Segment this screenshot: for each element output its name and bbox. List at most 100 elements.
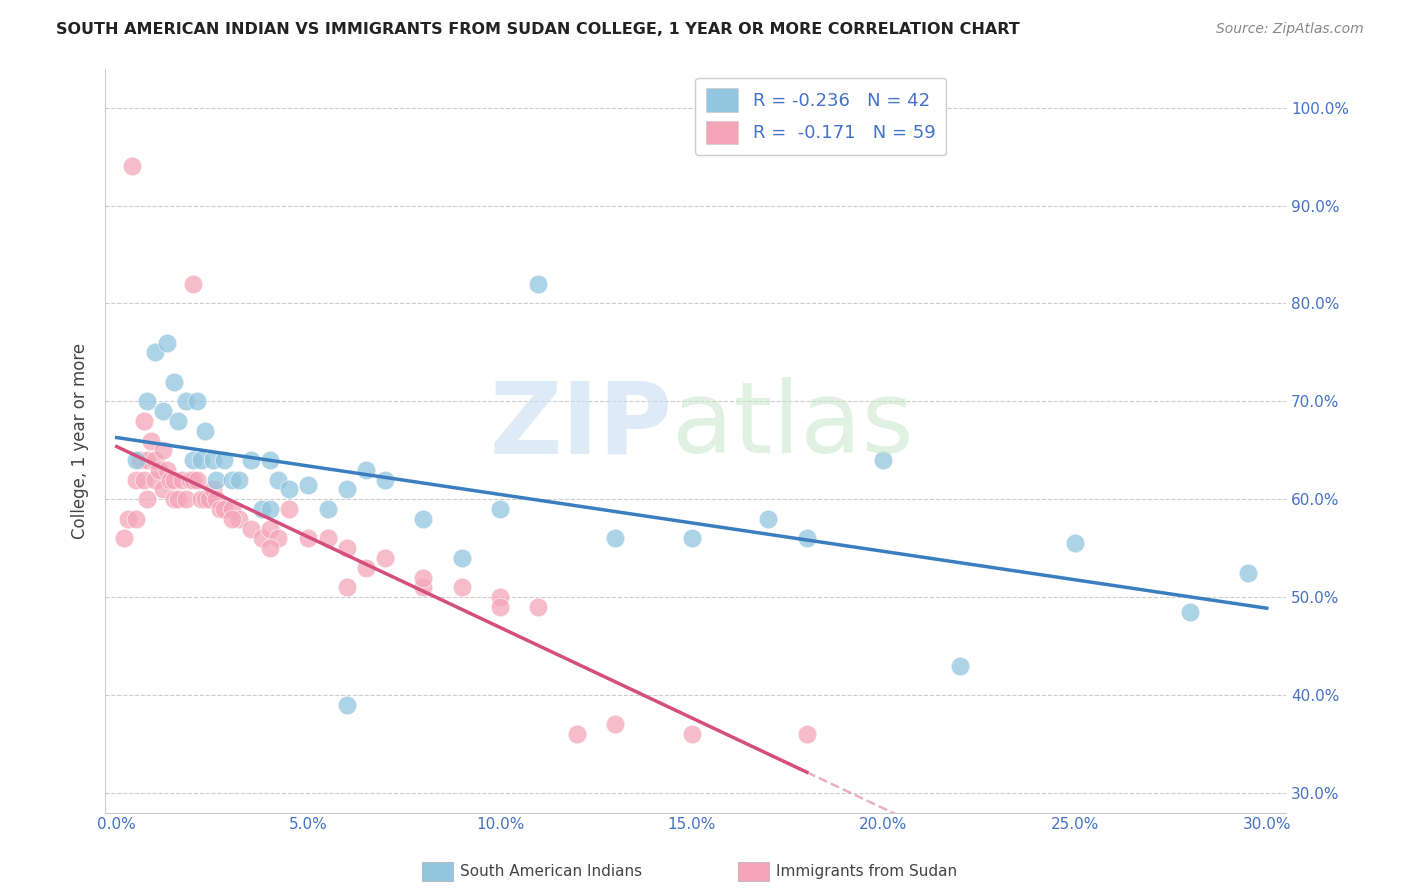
Point bbox=[489, 590, 512, 604]
Point bbox=[278, 483, 301, 497]
Point bbox=[336, 483, 359, 497]
Point bbox=[152, 404, 174, 418]
Point bbox=[179, 473, 201, 487]
Point bbox=[374, 473, 396, 487]
Text: South American Indians: South American Indians bbox=[460, 864, 643, 879]
Point bbox=[132, 414, 155, 428]
Point bbox=[221, 512, 243, 526]
Point bbox=[170, 473, 193, 487]
Point bbox=[489, 599, 512, 614]
Point bbox=[167, 492, 190, 507]
Point bbox=[239, 453, 262, 467]
Point bbox=[872, 453, 894, 467]
Point bbox=[143, 345, 166, 359]
Point bbox=[603, 532, 626, 546]
Point bbox=[143, 453, 166, 467]
Y-axis label: College, 1 year or more: College, 1 year or more bbox=[72, 343, 89, 539]
Point bbox=[186, 473, 208, 487]
Text: atlas: atlas bbox=[672, 377, 914, 475]
Point bbox=[374, 551, 396, 566]
Point bbox=[316, 502, 339, 516]
Point bbox=[450, 551, 472, 566]
Point bbox=[205, 492, 228, 507]
Point bbox=[267, 532, 290, 546]
Point bbox=[336, 541, 359, 556]
Point bbox=[190, 492, 212, 507]
Point bbox=[183, 277, 205, 291]
Bar bbox=[738, 862, 769, 881]
Point bbox=[297, 532, 319, 546]
Point bbox=[228, 473, 250, 487]
Point bbox=[136, 492, 159, 507]
Point bbox=[167, 414, 190, 428]
Text: Source: ZipAtlas.com: Source: ZipAtlas.com bbox=[1216, 22, 1364, 37]
Point bbox=[194, 492, 217, 507]
Point bbox=[267, 473, 290, 487]
Point bbox=[949, 658, 972, 673]
Point bbox=[527, 599, 550, 614]
Point bbox=[205, 473, 228, 487]
Point bbox=[163, 375, 186, 389]
Point bbox=[201, 453, 224, 467]
Point bbox=[297, 477, 319, 491]
Point bbox=[201, 483, 224, 497]
Point bbox=[125, 512, 148, 526]
Point bbox=[141, 434, 163, 448]
Point bbox=[194, 424, 217, 438]
Point bbox=[128, 453, 150, 467]
Point bbox=[221, 502, 243, 516]
Point bbox=[152, 443, 174, 458]
Point bbox=[796, 532, 818, 546]
Point bbox=[155, 463, 177, 477]
Point bbox=[183, 473, 205, 487]
Point bbox=[565, 727, 588, 741]
Point bbox=[796, 727, 818, 741]
Point bbox=[174, 492, 197, 507]
Point bbox=[259, 453, 281, 467]
Text: Immigrants from Sudan: Immigrants from Sudan bbox=[776, 864, 957, 879]
Point bbox=[259, 502, 281, 516]
Point bbox=[681, 532, 703, 546]
Point bbox=[489, 502, 512, 516]
Point bbox=[259, 541, 281, 556]
Point bbox=[239, 522, 262, 536]
Point bbox=[412, 512, 434, 526]
Point bbox=[197, 492, 219, 507]
Point bbox=[336, 698, 359, 712]
Point bbox=[316, 532, 339, 546]
Point bbox=[221, 473, 243, 487]
Point bbox=[121, 160, 143, 174]
Point bbox=[336, 580, 359, 594]
Point bbox=[148, 463, 170, 477]
Point bbox=[1236, 566, 1258, 580]
Point bbox=[228, 512, 250, 526]
Point bbox=[136, 394, 159, 409]
Bar bbox=[422, 862, 453, 881]
Point bbox=[163, 473, 186, 487]
Point bbox=[278, 502, 301, 516]
Point bbox=[681, 727, 703, 741]
Point bbox=[112, 532, 135, 546]
Point bbox=[450, 580, 472, 594]
Text: SOUTH AMERICAN INDIAN VS IMMIGRANTS FROM SUDAN COLLEGE, 1 YEAR OR MORE CORRELATI: SOUTH AMERICAN INDIAN VS IMMIGRANTS FROM… bbox=[56, 22, 1019, 37]
Point bbox=[163, 492, 186, 507]
Point bbox=[252, 532, 274, 546]
Point bbox=[212, 453, 235, 467]
Point bbox=[259, 522, 281, 536]
Point bbox=[136, 453, 159, 467]
Point bbox=[190, 453, 212, 467]
Point bbox=[758, 512, 780, 526]
Point bbox=[159, 473, 181, 487]
Point bbox=[155, 335, 177, 350]
Point bbox=[412, 580, 434, 594]
Point bbox=[125, 453, 148, 467]
Point bbox=[117, 512, 139, 526]
Point bbox=[412, 571, 434, 585]
Point bbox=[527, 277, 550, 291]
Point bbox=[152, 483, 174, 497]
Point bbox=[209, 502, 232, 516]
Point bbox=[1064, 536, 1087, 550]
Point bbox=[603, 717, 626, 731]
Point bbox=[212, 502, 235, 516]
Point bbox=[125, 473, 148, 487]
